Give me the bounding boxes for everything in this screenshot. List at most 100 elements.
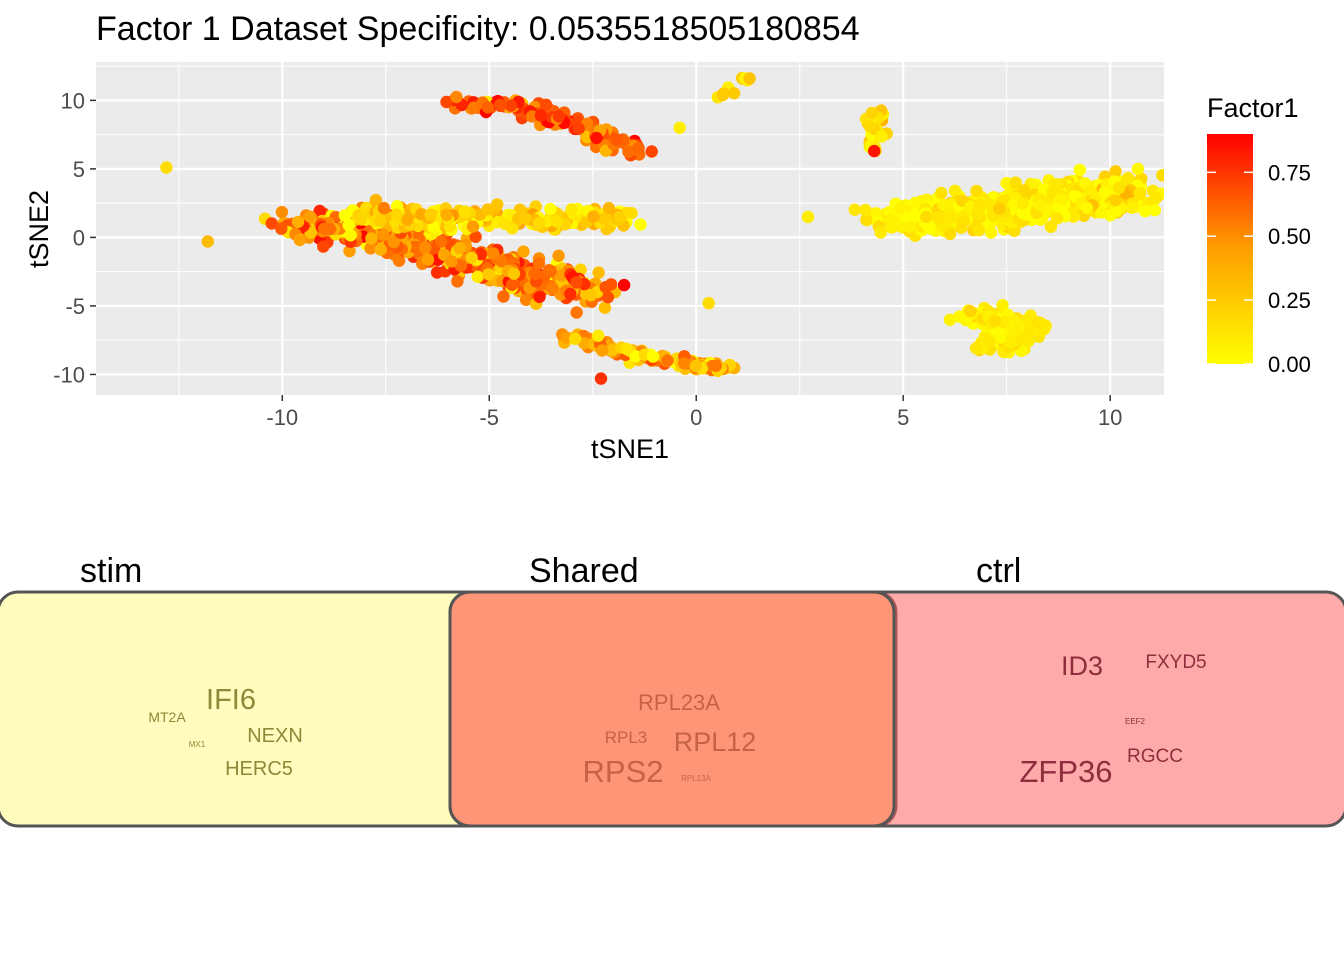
y-tick-label: -10 <box>53 362 85 387</box>
scatter-point <box>1178 186 1190 198</box>
scatter-point <box>504 99 518 112</box>
word-rps2: RPS2 <box>583 754 664 789</box>
scatter-point <box>727 87 741 100</box>
scatter-point <box>893 202 906 215</box>
word-venn: stim Shared ctrl IFI6 MT2A NEXN MX1 HERC5 RPL… <box>0 552 1344 828</box>
scatter-point <box>450 90 463 104</box>
scatter-point <box>1021 315 1035 328</box>
scatter-point <box>1125 201 1139 214</box>
scatter-point <box>645 145 658 158</box>
scatter-point <box>874 226 887 239</box>
scatter-point <box>466 220 480 233</box>
scatter-point <box>678 357 691 370</box>
scatter-point <box>996 299 1009 312</box>
panel-label-shared: Shared <box>529 552 639 590</box>
scatter-point <box>201 235 214 248</box>
scatter-point <box>629 350 642 363</box>
scatter-point <box>1016 197 1030 210</box>
panel-label-ctrl: ctrl <box>976 552 1021 590</box>
scatter-point <box>495 255 508 268</box>
scatter-point <box>374 243 387 256</box>
scatter-point <box>497 290 510 303</box>
scatter-point <box>1109 193 1122 207</box>
scatter-point <box>435 235 448 248</box>
scatter-point <box>801 210 815 224</box>
scatter-point <box>369 193 383 207</box>
scatter-point <box>868 144 881 158</box>
scatter-point <box>953 310 966 323</box>
scatter-point <box>570 306 583 319</box>
scatter-point <box>863 120 877 133</box>
scatter-point <box>937 198 950 212</box>
word-ifi6: IFI6 <box>206 684 256 716</box>
scatter-points <box>160 71 1190 385</box>
scatter-point <box>552 110 566 123</box>
scatter-point <box>884 213 897 226</box>
scatter-point <box>1021 208 1034 221</box>
scatter-point <box>471 270 484 283</box>
scatter-point <box>983 335 996 348</box>
scatter-point <box>909 196 922 210</box>
scatter-point <box>304 210 317 223</box>
scatter-point <box>709 359 722 372</box>
scatter-point <box>421 253 435 266</box>
scatter-point <box>546 282 559 295</box>
word-fxyd5: FXYD5 <box>1145 652 1206 673</box>
scatter-point <box>550 215 563 228</box>
scatter-point <box>1023 327 1036 340</box>
scatter-point <box>275 222 288 235</box>
scatter-point <box>1112 181 1126 194</box>
legend-tick-label: 0.75 <box>1268 160 1311 185</box>
x-tick-label: 0 <box>690 405 702 430</box>
scatter-point <box>1004 336 1017 349</box>
scatter-point <box>519 212 532 225</box>
scatter-point <box>532 216 546 230</box>
panel-label-stim: stim <box>80 552 142 590</box>
y-axis-title: tSNE2 <box>24 190 54 268</box>
scatter-point <box>532 257 546 270</box>
scatter-point <box>343 244 356 258</box>
color-legend: Factor1 0.75 0.50 0.25 0.00 <box>1207 93 1311 377</box>
scatter-point <box>592 329 605 342</box>
scatter-point <box>935 186 948 200</box>
scatter-point <box>565 203 578 216</box>
y-tick-label: 5 <box>73 157 85 182</box>
scatter-point <box>597 212 611 225</box>
scatter-point <box>342 218 355 232</box>
scatter-point <box>1122 171 1135 185</box>
y-tick-label: 0 <box>73 225 85 250</box>
legend-tick-label: 0.50 <box>1268 224 1311 249</box>
scatter-point <box>598 301 612 314</box>
scatter-point <box>943 313 957 326</box>
scatter-point <box>920 210 933 224</box>
legend-colorbar <box>1207 134 1253 364</box>
scatter-point <box>469 230 482 243</box>
scatter-point <box>620 342 633 356</box>
scatter-point <box>903 220 916 233</box>
scatter-point <box>265 217 278 230</box>
scatter-point <box>860 213 873 226</box>
scatter-point <box>505 278 519 291</box>
scatter-point <box>494 98 507 112</box>
scatter-point <box>401 213 414 226</box>
scatter-point <box>972 224 986 237</box>
scatter-point <box>632 141 645 155</box>
scatter-point <box>354 213 368 226</box>
scatter-point <box>613 211 626 224</box>
scatter-point <box>344 229 357 242</box>
scatter-point <box>970 184 983 198</box>
scatter-point <box>1009 325 1023 338</box>
legend-tick-label: 0.25 <box>1268 288 1311 313</box>
word-rpl3: RPL3 <box>605 728 648 747</box>
word-zfp36: ZFP36 <box>1019 754 1112 789</box>
scatter-point <box>661 354 674 367</box>
scatter-point <box>364 242 377 255</box>
scatter-point <box>743 72 756 85</box>
scatter-point <box>875 130 888 143</box>
scatter-point <box>943 227 957 241</box>
scatter-point <box>486 247 500 260</box>
scatter-point <box>587 210 600 223</box>
scatter-point <box>1109 165 1122 178</box>
scatter-point <box>465 251 478 264</box>
